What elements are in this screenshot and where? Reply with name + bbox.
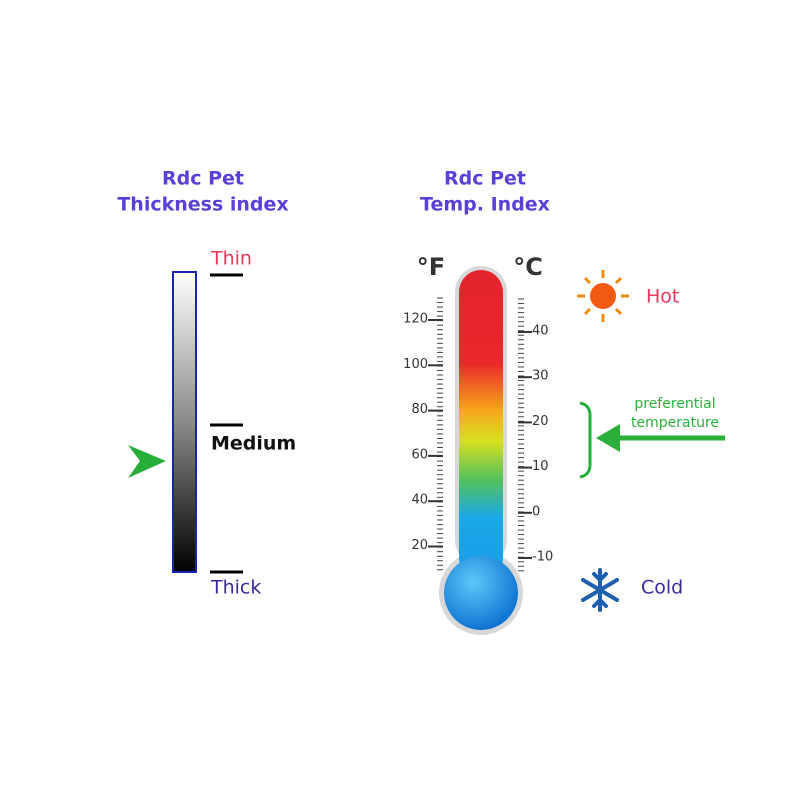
thickness-bar (172, 271, 197, 573)
fahrenheit-label: 100 (403, 357, 428, 372)
title-line: Temp. Index (420, 194, 550, 216)
title-line: Rdc Pet (444, 168, 526, 190)
fahrenheit-label: 80 (411, 402, 428, 417)
thermometer (439, 266, 523, 635)
level-label: Thin (210, 248, 252, 270)
cold-label: Cold (641, 577, 683, 599)
celsius-label: 10 (532, 459, 549, 474)
level-ticks (210, 273, 243, 574)
celsius-label: 0 (532, 504, 540, 519)
fahrenheit-label: 40 (411, 493, 428, 508)
unit-label: °C (513, 253, 543, 281)
celsius-label: 40 (532, 324, 549, 339)
indicator-arrow (128, 445, 166, 478)
annotation-text: preferential (634, 396, 715, 412)
celsius-label: 30 (532, 369, 549, 384)
hot-label: Hot (646, 286, 679, 308)
celsius-label: -10 (532, 550, 553, 565)
level-label: Thick (210, 577, 261, 599)
snowflake-icon (581, 568, 619, 612)
annotation-arrowhead (596, 424, 620, 452)
sun-icon (577, 270, 629, 322)
fahrenheit-label: 20 (411, 538, 428, 553)
annotation-text: temperature (631, 415, 719, 431)
fahrenheit-label: 60 (411, 447, 428, 462)
title-line: Rdc Pet (162, 168, 244, 190)
level-label: Medium (211, 433, 296, 455)
fahrenheit-label: 120 (403, 312, 428, 327)
range-bracket (579, 401, 592, 479)
title-line: Thickness index (117, 194, 288, 216)
unit-label: °F (417, 253, 445, 281)
celsius-label: 20 (532, 414, 549, 429)
